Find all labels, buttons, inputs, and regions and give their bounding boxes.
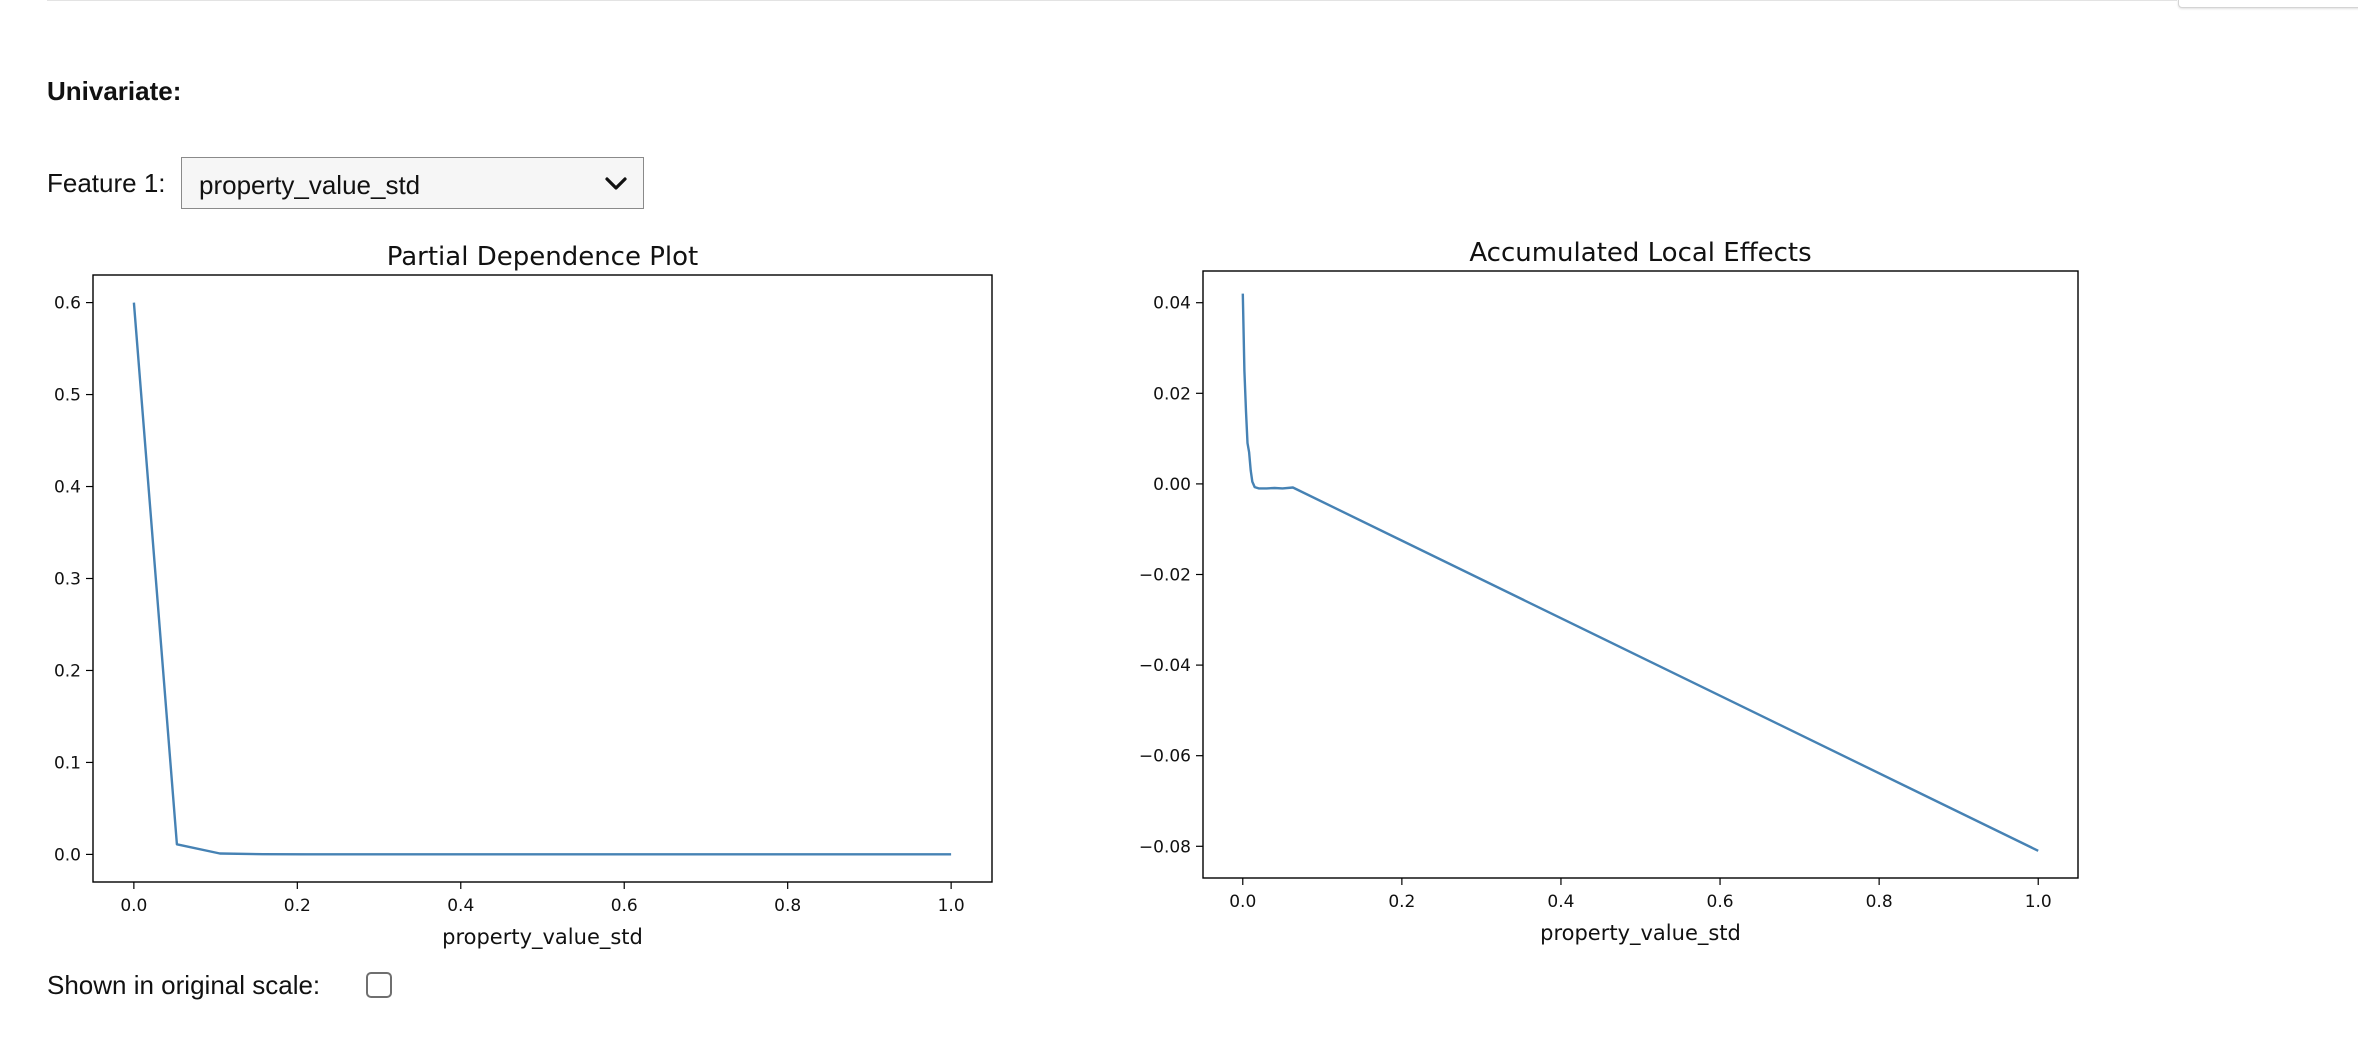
ale-x-tick-label: 0.4: [1547, 892, 1574, 912]
ale-y-tick-label: 0.04: [1153, 294, 1191, 314]
chevron-down-icon: [605, 177, 627, 190]
ale-x-tick-label: 0.0: [1229, 892, 1256, 912]
pdp-x-tick-label: 0.0: [120, 896, 147, 916]
pdp-x-tick-label: 1.0: [938, 896, 965, 916]
pdp-x-tick-label: 0.2: [284, 896, 311, 916]
section-title: Univariate:: [47, 76, 182, 106]
ale-y-tick-label: −0.08: [1139, 837, 1191, 857]
pdp-x-tick-label: 0.6: [611, 896, 638, 916]
pdp-y-tick-label: 0.3: [54, 570, 81, 590]
ale-axes-frame: [1202, 270, 2079, 879]
ale-series-line: [1241, 293, 2039, 852]
ale-title: Accumulated Local Effects: [1469, 238, 1811, 268]
pdp-y-tick-label: 0.6: [54, 294, 81, 314]
ale-y-tick-label: 0.02: [1153, 384, 1191, 404]
original-scale-checkbox[interactable]: [366, 972, 392, 998]
pdp-title: Partial Dependence Plot: [387, 242, 699, 272]
pdp-y-tick-label: 0.2: [54, 661, 81, 681]
ale-x-tick-label: 1.0: [2025, 892, 2052, 912]
ale-y-tick-label: −0.04: [1139, 656, 1191, 676]
ale-x-axis-label: property_value_std: [1540, 921, 1741, 946]
pdp-y-tick-label: 0.4: [54, 478, 81, 498]
pdp-series-line: [132, 302, 952, 856]
pdp-x-tick-label: 0.4: [447, 896, 474, 916]
feature-1-selected-value: property_value_std: [199, 170, 421, 200]
pdp-chart: Partial Dependence Plot 0.0 0.2 0.4 0.6 0.8 1.…: [54, 242, 993, 950]
ale-x-tick-label: 0.6: [1707, 892, 1734, 912]
feature-1-dropdown[interactable]: property_value_std: [181, 157, 644, 209]
top-panel-edge: [2178, 0, 2358, 8]
pdp-y-tick-label: 0.1: [54, 753, 81, 773]
ale-x-tick-label: 0.8: [1866, 892, 1893, 912]
pdp-x-axis-label: property_value_std: [442, 925, 643, 950]
ale-x-tick-label: 0.2: [1388, 892, 1415, 912]
pdp-y-tick-label: 0.5: [54, 386, 81, 406]
pdp-y-tick-label: 0.0: [54, 845, 81, 865]
ale-y-tick-label: −0.06: [1139, 747, 1191, 767]
ale-y-tick-label: 0.00: [1153, 475, 1191, 495]
ale-chart: Accumulated Local Effects 0.0 0.2 0.4 0.6 0.8…: [1139, 238, 2079, 946]
pdp-x-tick-label: 0.8: [774, 896, 801, 916]
top-divider: [47, 0, 2177, 1]
ale-y-tick-label: −0.02: [1139, 566, 1191, 586]
original-scale-label: Shown in original scale:: [47, 970, 321, 1000]
feature-1-label: Feature 1:: [47, 168, 166, 198]
pdp-axes-frame: [92, 274, 993, 883]
